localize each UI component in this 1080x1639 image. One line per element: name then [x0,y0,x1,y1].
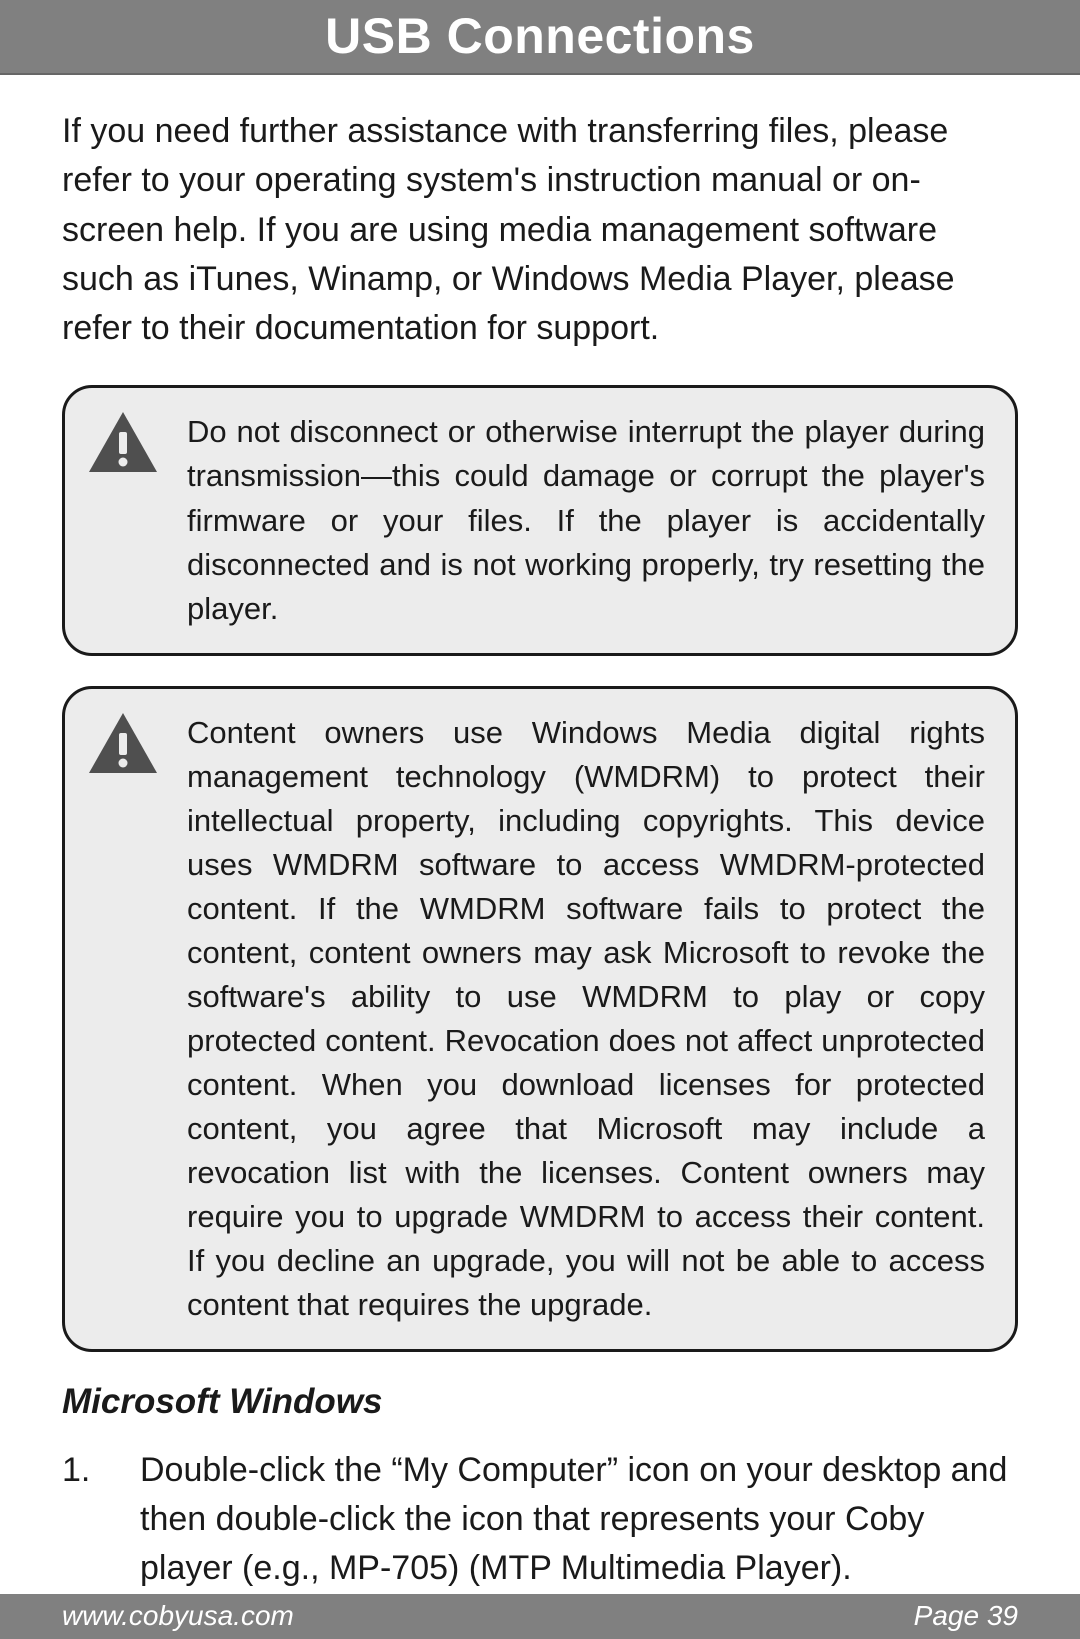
warning-text: Do not disconnect or otherwise interrupt… [187,410,985,630]
page-title: USB Connections [325,7,755,65]
warning-text: Content owners use Windows Media digital… [187,711,985,1327]
footer-url: www.cobyusa.com [62,1600,294,1632]
warning-box: Content owners use Windows Media digital… [62,686,1018,1352]
warning-triangle-icon [87,410,159,474]
warning-triangle-icon [87,711,159,775]
footer-page-number: Page 39 [914,1600,1018,1632]
step-item: 1. Double-click the “My Computer” icon o… [62,1446,1018,1594]
warning-box: Do not disconnect or otherwise interrupt… [62,385,1018,655]
manual-page: USB Connections If you need further assi… [0,0,1080,1639]
step-text: Double-click the “My Computer” icon on y… [140,1446,1018,1594]
step-list: 1. Double-click the “My Computer” icon o… [62,1446,1018,1594]
intro-paragraph: If you need further assistance with tran… [62,107,1018,353]
section-heading: Microsoft Windows [62,1382,1018,1422]
footer-bar: www.cobyusa.com Page 39 [0,1594,1080,1639]
header-bar: USB Connections [0,0,1080,75]
step-number: 1. [62,1446,102,1594]
page-content: If you need further assistance with tran… [0,75,1080,1594]
